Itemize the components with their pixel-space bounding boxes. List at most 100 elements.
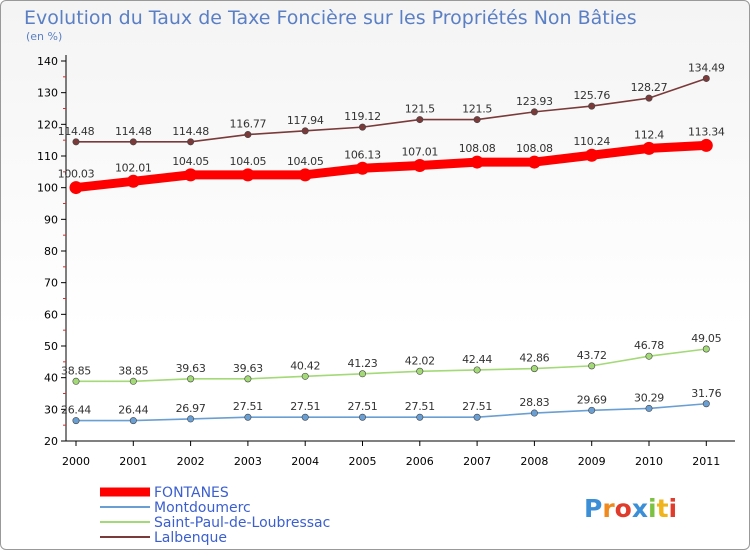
data-point — [588, 406, 596, 414]
data-label: 116.77 — [230, 118, 267, 131]
data-label: 121.5 — [462, 103, 492, 116]
data-label: 113.34 — [688, 125, 725, 138]
x-tick-label: 2009 — [578, 455, 606, 468]
data-point — [702, 400, 710, 408]
data-label: 114.48 — [115, 125, 152, 138]
data-point — [72, 417, 80, 425]
data-label: 27.51 — [405, 400, 435, 413]
data-point — [588, 362, 596, 370]
x-tick-label: 2010 — [635, 455, 663, 468]
x-tick-label: 2007 — [463, 455, 491, 468]
x-tick-label: 2002 — [177, 455, 205, 468]
data-point — [184, 168, 198, 182]
data-label: 27.51 — [233, 400, 263, 413]
data-label: 108.08 — [459, 142, 496, 155]
data-label: 121.5 — [405, 103, 435, 116]
data-label: 26.44 — [61, 404, 91, 417]
series-line — [75, 402, 708, 422]
legend-label: FONTANES — [154, 485, 229, 501]
data-label: 110.24 — [573, 135, 610, 148]
data-point — [645, 94, 653, 102]
data-label: 108.08 — [516, 142, 553, 155]
series-lines — [69, 74, 713, 425]
proxiti-logo-text: Proxiti — [584, 494, 677, 523]
data-label: 38.85 — [118, 364, 148, 377]
data-point — [530, 409, 538, 417]
data-label: 43.72 — [577, 349, 607, 362]
data-point — [301, 127, 309, 135]
data-label: 102.01 — [115, 161, 152, 174]
data-point — [187, 375, 195, 383]
data-point — [129, 417, 137, 425]
data-point — [301, 413, 309, 421]
y-tick-label: 70 — [44, 277, 58, 290]
data-label: 107.01 — [401, 145, 438, 158]
data-label: 104.05 — [287, 155, 324, 168]
data-point — [416, 367, 424, 375]
data-point — [244, 131, 252, 139]
data-point — [642, 141, 656, 155]
x-tick-label: 2001 — [119, 455, 147, 468]
y-tick-label: 20 — [44, 435, 58, 448]
data-label: 27.51 — [290, 400, 320, 413]
data-label: 46.78 — [634, 339, 664, 352]
x-tick-label: 2004 — [291, 455, 319, 468]
data-label: 30.29 — [634, 391, 664, 404]
data-point — [585, 148, 599, 162]
data-point — [244, 413, 252, 421]
data-label: 39.63 — [233, 362, 263, 375]
data-point — [645, 352, 653, 360]
legend-label: Saint-Paul-de-Loubressac — [154, 515, 330, 531]
data-label: 117.94 — [287, 114, 324, 127]
data-label: 114.48 — [172, 125, 209, 138]
data-point — [530, 365, 538, 373]
x-tick-label: 2008 — [520, 455, 548, 468]
data-point — [473, 413, 481, 421]
data-point — [358, 413, 366, 421]
data-point — [72, 138, 80, 146]
y-tick-label: 50 — [44, 340, 58, 353]
y-tick-label: 100 — [37, 182, 58, 195]
data-label: 119.12 — [344, 110, 381, 123]
data-label: 106.13 — [344, 148, 381, 161]
data-label: 26.44 — [118, 404, 148, 417]
data-label: 27.51 — [348, 400, 378, 413]
data-point — [699, 138, 713, 152]
data-label: 40.42 — [290, 359, 320, 372]
x-tick-label: 2006 — [406, 455, 434, 468]
data-point — [298, 168, 312, 182]
proxiti-logo: Proxiti — [584, 494, 677, 523]
data-point — [301, 372, 309, 380]
data-label: 39.63 — [176, 362, 206, 375]
data-label: 104.05 — [230, 155, 267, 168]
series-line — [71, 140, 711, 193]
chart-subtitle: (en %) — [26, 30, 62, 43]
y-tick-label: 140 — [37, 55, 58, 68]
data-point — [413, 158, 427, 172]
y-tick-label: 120 — [37, 118, 58, 131]
x-tick-label: 2005 — [349, 455, 377, 468]
data-label: 128.27 — [631, 81, 668, 94]
data-label: 104.05 — [172, 155, 209, 168]
data-point — [530, 108, 538, 116]
data-label: 27.51 — [462, 400, 492, 413]
data-point — [356, 161, 369, 175]
data-label: 26.97 — [176, 402, 206, 415]
y-tick-label: 40 — [44, 372, 58, 385]
data-point — [241, 168, 255, 182]
y-tick-label: 90 — [44, 213, 58, 226]
x-tick-label: 2003 — [234, 455, 262, 468]
data-label: 100.03 — [58, 168, 95, 181]
axes: 20 30 40 50 60 70 80 90 100 110 120 130 140 2000 2001 2… — [37, 55, 735, 468]
data-label: 49.05 — [691, 332, 721, 345]
legend-label: Montdoumerc — [154, 500, 251, 516]
data-point — [244, 375, 252, 383]
y-tick-label: 60 — [44, 308, 58, 321]
chart-title: Evolution du Taux de Taxe Foncière sur l… — [24, 7, 637, 29]
data-label: 123.93 — [516, 95, 553, 108]
legend-label: Lalbenque — [154, 530, 227, 546]
data-label: 114.48 — [58, 125, 95, 138]
data-point — [72, 377, 80, 385]
